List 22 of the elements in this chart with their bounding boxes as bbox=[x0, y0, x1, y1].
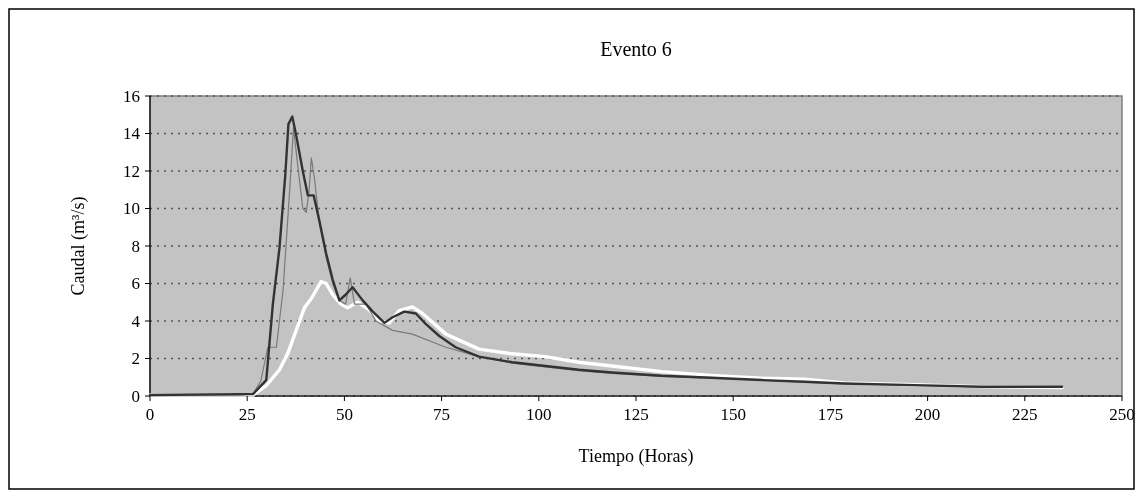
x-tick-label: 150 bbox=[720, 405, 746, 424]
y-tick-label: 0 bbox=[131, 386, 140, 406]
y-tick-label: 14 bbox=[123, 124, 141, 144]
x-tick-label: 0 bbox=[145, 405, 155, 424]
y-tick-label: 8 bbox=[131, 236, 140, 256]
y-tick-label: 2 bbox=[131, 349, 140, 369]
x-tick-label: 75 bbox=[433, 405, 451, 424]
x-tick-label: 125 bbox=[623, 405, 649, 424]
x-tick-label: 25 bbox=[238, 405, 256, 424]
x-tick-label: 100 bbox=[526, 405, 552, 424]
y-tick-label: 6 bbox=[131, 274, 140, 294]
x-tick-label: 175 bbox=[817, 405, 844, 424]
y-tick-label: 12 bbox=[123, 161, 140, 181]
x-tick-label: 50 bbox=[335, 405, 353, 424]
x-tick-label: 225 bbox=[1012, 405, 1038, 424]
y-tick-label: 10 bbox=[123, 199, 140, 219]
y-axis-title: Caudal (m³/s) bbox=[68, 196, 89, 296]
chart-title: Evento 6 bbox=[600, 38, 672, 60]
y-tick-label: 16 bbox=[123, 86, 140, 106]
x-axis-title: Tiempo (Horas) bbox=[578, 446, 694, 467]
x-tick-label: 200 bbox=[914, 405, 941, 424]
y-tick-label: 4 bbox=[131, 311, 141, 331]
